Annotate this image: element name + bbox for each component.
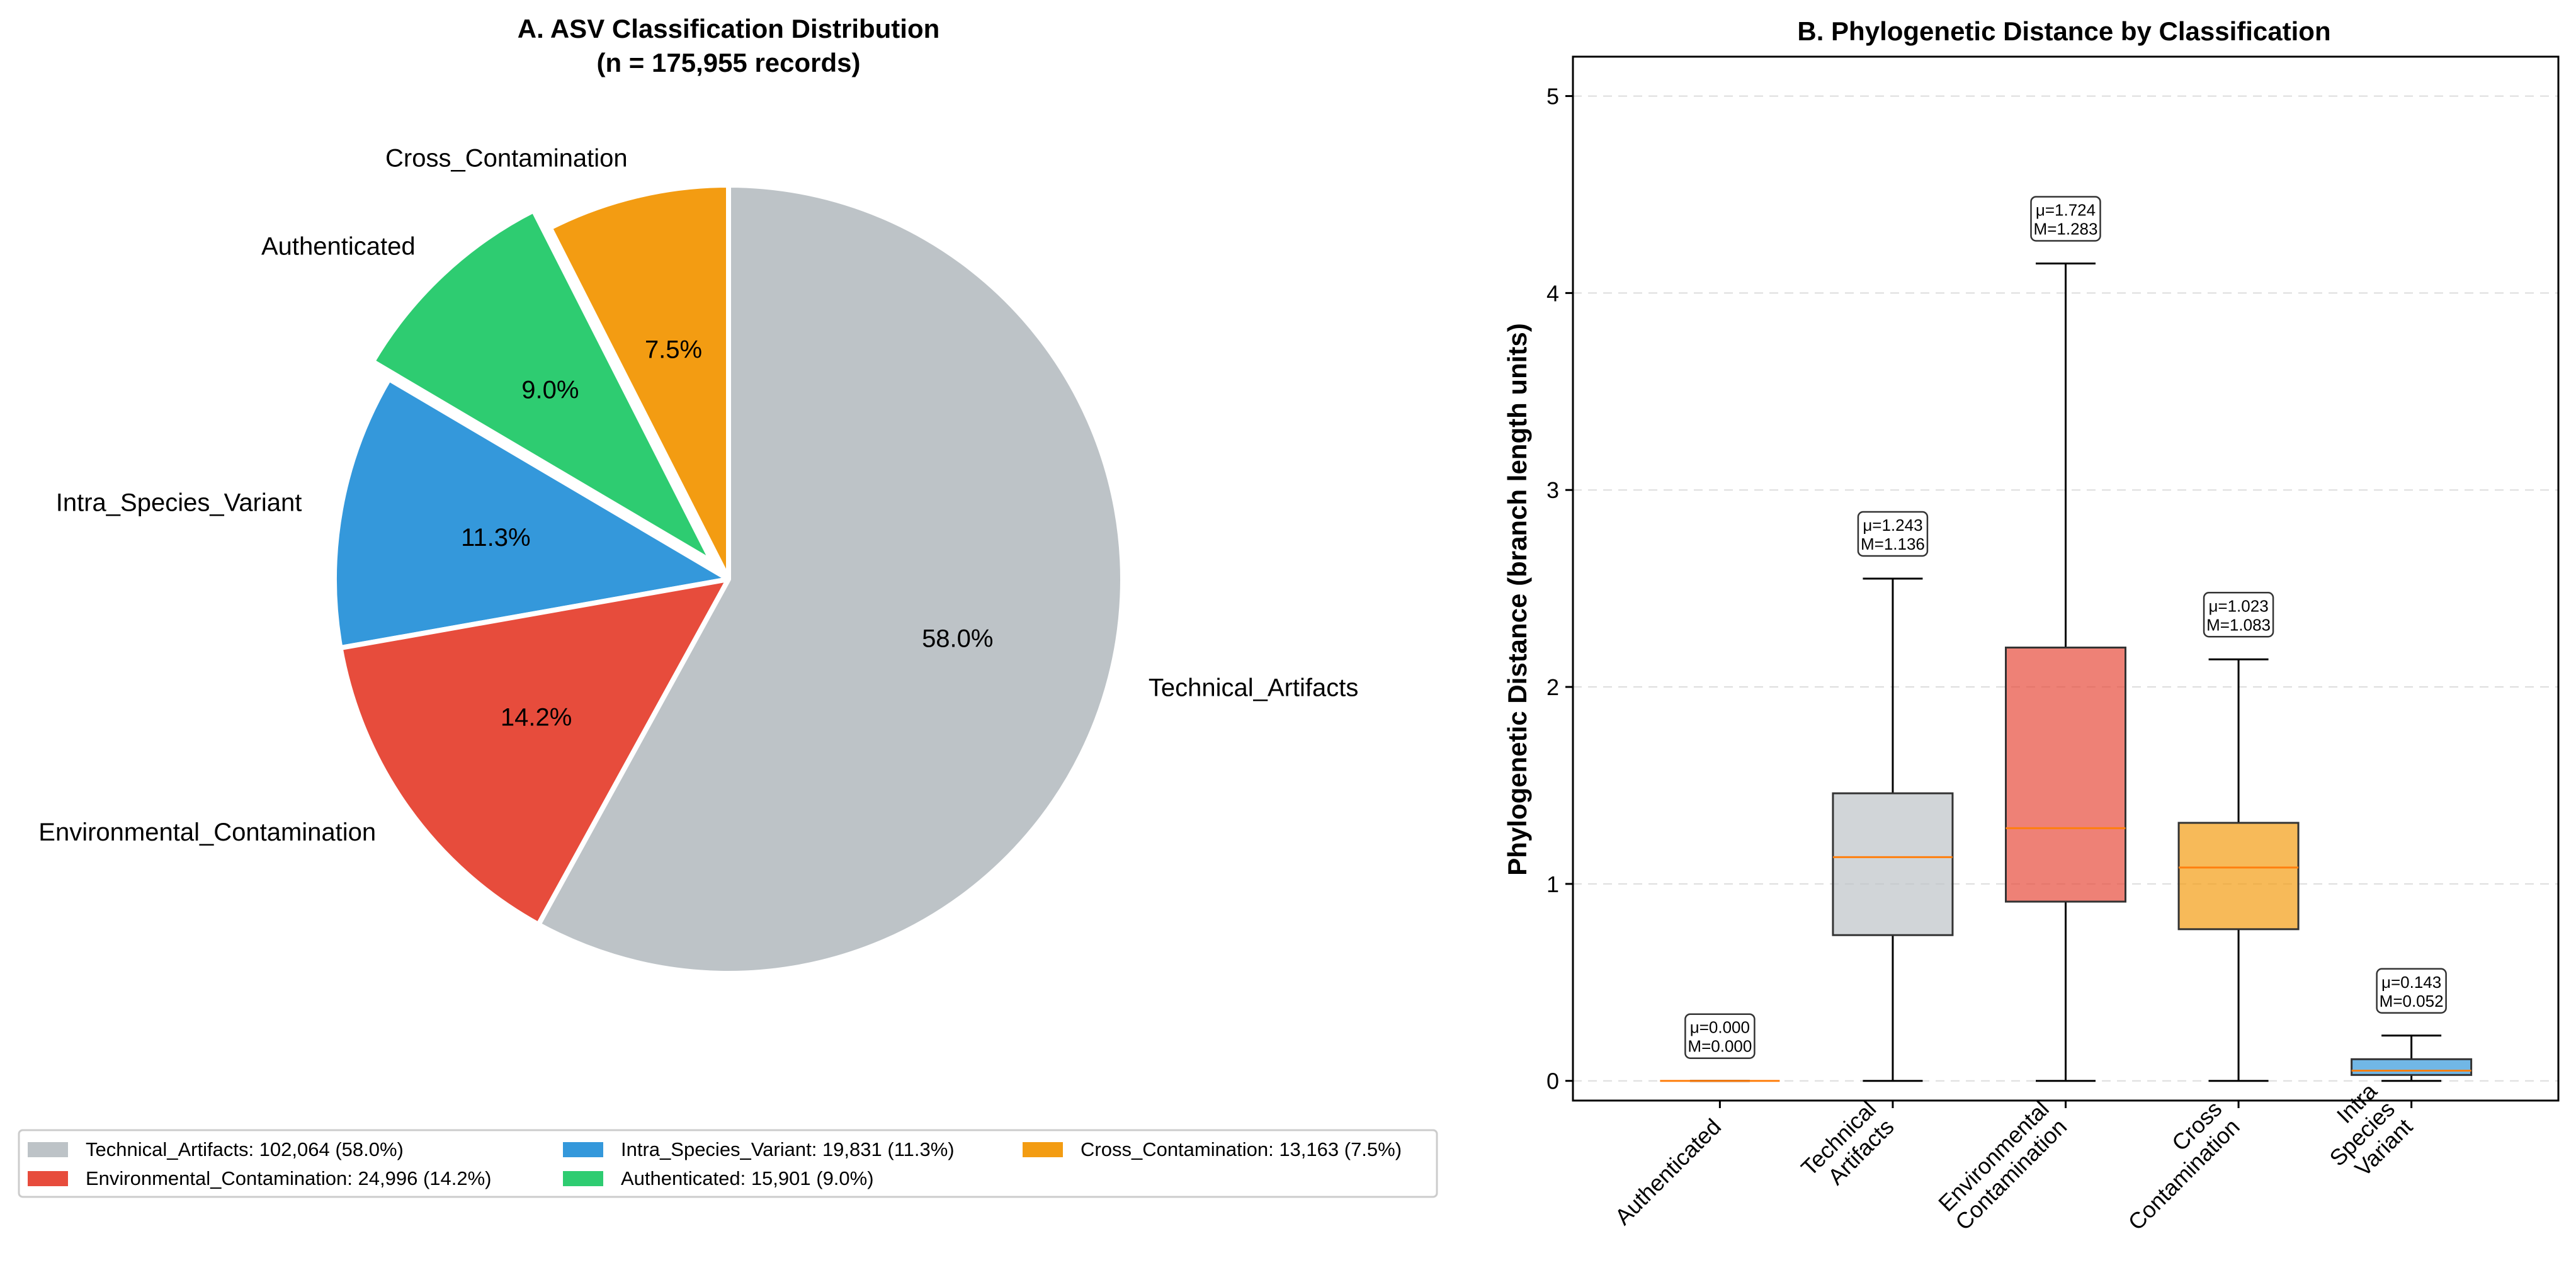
stats-annotation-box: [2030, 196, 2101, 242]
box-iqr: [2177, 822, 2300, 931]
pie-percent-labels: 7.5% 9.0% 11.3% 14.2% 58.0%: [461, 336, 993, 732]
legend-swatch: [1023, 1142, 1063, 1157]
pie-slices: [332, 183, 1125, 976]
y-tick-label: 1: [1546, 871, 1559, 897]
stats-annotation-box: [1684, 1013, 1756, 1059]
pie-slice-labels: Cross_Contamination Authenticated Intra_Sp…: [38, 144, 1358, 846]
pie-slice-label: Authenticated: [261, 232, 416, 260]
stats-annotation-median: M=0.000: [1688, 1037, 1752, 1056]
stats-annotation-mean: μ=0.000: [1690, 1018, 1750, 1037]
pie-slice-label: Intra_Species_Variant: [56, 489, 302, 516]
stats-annotation-median: M=1.083: [2206, 615, 2271, 634]
pie-chart-subtitle: (n = 175,955 records): [596, 48, 860, 77]
legend-swatch: [28, 1142, 68, 1157]
legend-entry-label: Environmental_Contamination: 24,996 (14.…: [86, 1167, 492, 1189]
legend-swatch: [28, 1171, 68, 1186]
pie-slice-label: Cross_Contamination: [385, 144, 628, 172]
pie-percent-label: 14.2%: [501, 704, 572, 732]
stats-annotation-mean: μ=1.724: [2036, 200, 2096, 219]
legend-items: Technical_Artifacts: 102,064 (58.0%) Envi…: [28, 1138, 1402, 1189]
plot-area-frame: [1572, 55, 2560, 1102]
y-tick-label: 2: [1546, 674, 1559, 700]
box-iqr: [1832, 792, 1954, 936]
legend-entry-label: Technical_Artifacts: 102,064 (58.0%): [86, 1138, 404, 1160]
legend-swatch: [563, 1142, 603, 1157]
pie-chart-title: A. ASV Classification Distribution: [518, 14, 940, 43]
pie-slice-label: Environmental_Contamination: [38, 818, 376, 846]
pie-chart-panel: A. ASV Classification Distribution (n = …: [18, 14, 1438, 1198]
pie-percent-label: 7.5%: [645, 336, 702, 364]
legend-entry-label: Cross_Contamination: 13,163 (7.5%): [1081, 1138, 1402, 1160]
legend-swatch: [563, 1171, 603, 1186]
legend-entry-label: Authenticated: 15,901 (9.0%): [621, 1167, 874, 1189]
box-iqr: [2351, 1058, 2473, 1076]
legend-frame: [18, 1129, 1438, 1198]
y-axis: 0 1 2 3 4 5: [1546, 84, 1573, 1094]
stats-annotation-median: M=0.052: [2380, 992, 2444, 1011]
pie-slice-label: Technical_Artifacts: [1149, 674, 1358, 701]
pie-percent-label: 11.3%: [461, 524, 530, 552]
y-tick-label: 5: [1546, 84, 1559, 110]
stats-annotation-median: M=1.283: [2034, 219, 2098, 238]
pie-slice-intra-species-variant: [332, 376, 731, 651]
pie-slice-environmental-contamination: [338, 577, 731, 927]
y-tick-label: 4: [1546, 280, 1559, 306]
stats-annotation-box: [1857, 511, 1929, 557]
legend-entry-label: Intra_Species_Variant: 19,831 (11.3%): [621, 1138, 955, 1160]
stats-annotation-median: M=1.136: [1861, 535, 1925, 553]
stats-annotation-box: [2376, 968, 2447, 1014]
pie-slice-authenticated: [370, 208, 715, 565]
y-tick-label: 3: [1546, 477, 1559, 503]
pie-slice-technical-artifacts: [536, 183, 1125, 976]
box-iqr: [2005, 646, 2126, 903]
pie-percent-label: 9.0%: [521, 376, 579, 404]
pie-slice-cross-contamination: [547, 183, 731, 582]
pie-legend: Technical_Artifacts: 102,064 (58.0%) Envi…: [18, 1129, 1438, 1198]
stats-annotation-mean: μ=1.243: [1863, 516, 1922, 535]
stats-annotation-box: [2203, 592, 2274, 638]
stats-annotation-mean: μ=0.143: [2381, 973, 2441, 992]
pie-percent-label: 58.0%: [922, 625, 993, 652]
box-plot-title: B. Phylogenetic Distance by Classificati…: [1797, 16, 2330, 46]
y-axis-label: Phylogenetic Distance (branch length uni…: [1502, 323, 1532, 875]
y-tick-label: 0: [1546, 1068, 1559, 1094]
stats-annotation-mean: μ=1.023: [2208, 596, 2268, 615]
